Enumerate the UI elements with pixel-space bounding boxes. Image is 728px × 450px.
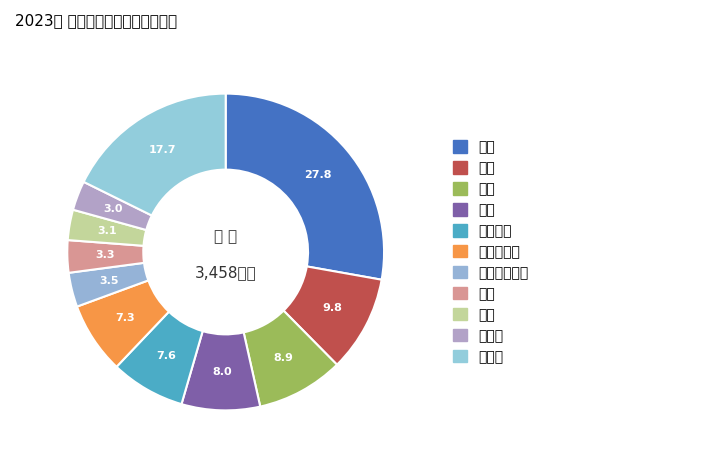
- Wedge shape: [181, 331, 260, 410]
- Legend: 中国, 米国, 韓国, タイ, ベトナム, フィリピン, インドネシア, 香港, 台湾, インド, その他: 中国, 米国, 韓国, タイ, ベトナム, フィリピン, インドネシア, 香港,…: [451, 138, 531, 366]
- Text: 総 額: 総 額: [214, 229, 237, 243]
- Wedge shape: [73, 182, 152, 230]
- Wedge shape: [77, 280, 169, 367]
- Text: 3,458億円: 3,458億円: [195, 265, 256, 280]
- Wedge shape: [68, 263, 149, 306]
- Wedge shape: [226, 94, 384, 280]
- Text: 3.5: 3.5: [99, 276, 119, 286]
- Wedge shape: [283, 266, 381, 364]
- Wedge shape: [244, 310, 337, 407]
- Wedge shape: [116, 312, 202, 404]
- Text: 7.3: 7.3: [115, 313, 135, 323]
- Text: 8.9: 8.9: [274, 353, 293, 363]
- Text: 27.8: 27.8: [304, 170, 332, 180]
- Wedge shape: [67, 240, 144, 273]
- Text: 17.7: 17.7: [149, 145, 176, 155]
- Text: 3.3: 3.3: [95, 250, 115, 261]
- Text: 3.0: 3.0: [103, 204, 123, 214]
- Text: 7.6: 7.6: [156, 351, 175, 361]
- Text: 8.0: 8.0: [212, 367, 232, 377]
- Wedge shape: [84, 94, 226, 216]
- Wedge shape: [68, 210, 146, 246]
- Text: 9.8: 9.8: [323, 303, 342, 313]
- Text: 2023年 輸出相手国のシェア（％）: 2023年 輸出相手国のシェア（％）: [15, 14, 177, 28]
- Text: 3.1: 3.1: [98, 226, 117, 236]
